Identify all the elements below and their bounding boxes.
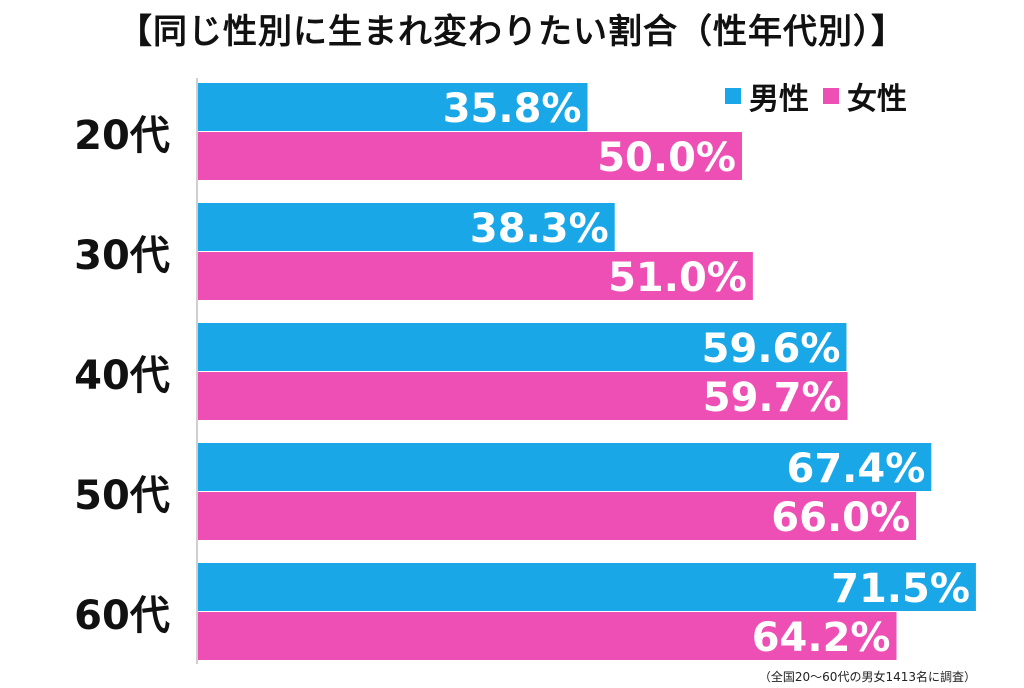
legend-item-female: 女性	[823, 74, 907, 118]
bar-male	[198, 83, 588, 131]
bar-female	[198, 252, 753, 300]
data-label-male: 71.5%	[831, 566, 970, 612]
data-label-male: 59.6%	[702, 326, 841, 372]
bar-female	[198, 132, 742, 180]
data-label-female: 51.0%	[608, 255, 747, 301]
category-label: 40代	[74, 353, 170, 399]
bar-female	[198, 492, 917, 540]
legend: 男性 女性	[715, 74, 917, 118]
legend-label-female: 女性	[847, 82, 907, 117]
data-label-female: 59.7%	[703, 375, 842, 421]
legend-swatch-female	[823, 88, 839, 104]
category-label: 60代	[74, 593, 170, 639]
bar-male	[198, 203, 615, 251]
category-label: 30代	[74, 233, 170, 279]
data-label-male: 38.3%	[470, 206, 609, 252]
data-label-male: 35.8%	[443, 86, 582, 132]
bar-male	[198, 323, 847, 371]
legend-item-male: 男性	[725, 74, 809, 118]
survey-note: （全国20～60代の男女1413名に調査）	[758, 670, 976, 684]
bar-female	[198, 612, 897, 660]
chart-title: 【同じ性別に生まれ変わりたい割合（性年代別）】	[118, 12, 906, 52]
bar-male	[198, 443, 932, 491]
data-label-female: 66.0%	[771, 495, 910, 541]
data-label-female: 64.2%	[752, 615, 891, 661]
data-label-female: 50.0%	[597, 135, 736, 181]
legend-label-male: 男性	[749, 82, 809, 117]
bar-male	[198, 563, 976, 611]
category-label: 20代	[74, 113, 170, 159]
data-label-male: 67.4%	[787, 446, 926, 492]
bar-female	[198, 372, 848, 420]
category-label: 50代	[74, 473, 170, 519]
legend-swatch-male	[725, 88, 741, 104]
